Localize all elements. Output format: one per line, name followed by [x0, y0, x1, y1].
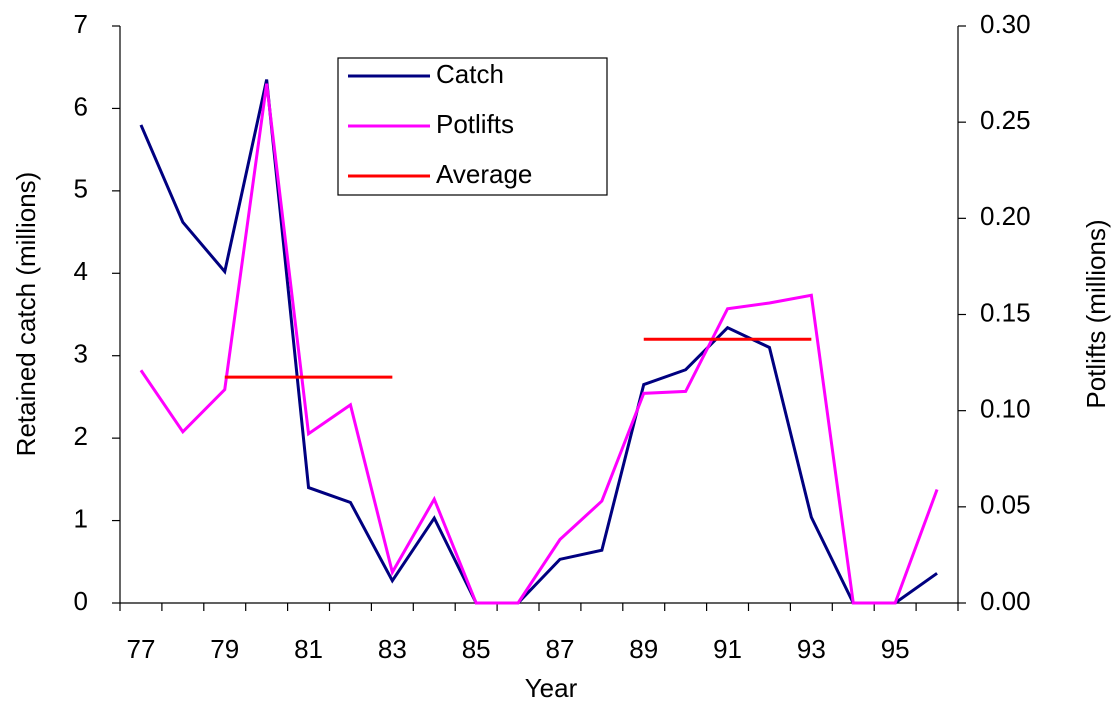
y-tick-label: 1	[74, 503, 88, 533]
x-tick-label: 83	[378, 634, 407, 664]
x-tick-label: 91	[713, 634, 742, 664]
x-tick-label: 93	[797, 634, 826, 664]
y2-tick-label: 0.20	[980, 201, 1031, 231]
y2-tick-label: 0.10	[980, 394, 1031, 424]
y-tick-label: 0	[74, 586, 88, 616]
y2-tick-label: 0.30	[980, 9, 1031, 39]
y-tick-label: 2	[74, 421, 88, 451]
x-tick-label: 95	[881, 634, 910, 664]
y-tick-label: 3	[74, 339, 88, 369]
y2-tick-label: 0.05	[980, 490, 1031, 520]
legend-label: Catch	[436, 59, 504, 89]
x-tick-label: 87	[545, 634, 574, 664]
y2-axis-title: Potlifts (millions)	[1081, 219, 1111, 408]
y2-tick-label: 0.00	[980, 586, 1031, 616]
y-tick-label: 5	[74, 174, 88, 204]
x-axis-title: Year	[525, 673, 578, 703]
x-tick-label: 77	[126, 634, 155, 664]
y-tick-label: 4	[74, 256, 88, 286]
y2-tick-label: 0.15	[980, 297, 1031, 327]
y-tick-label: 7	[74, 9, 88, 39]
x-tick-label: 79	[210, 634, 239, 664]
x-tick-label: 89	[629, 634, 658, 664]
y2-tick-label: 0.25	[980, 105, 1031, 135]
series-line	[139, 83, 939, 605]
y-tick-label: 6	[74, 91, 88, 121]
y-axis-title: Retained catch (millions)	[11, 172, 41, 457]
legend-box	[337, 57, 608, 196]
legend-label: Potlifts	[436, 109, 514, 139]
x-tick-label: 85	[462, 634, 491, 664]
series-line	[224, 337, 812, 379]
x-tick-label: 81	[294, 634, 323, 664]
legend-label: Average	[436, 159, 532, 189]
